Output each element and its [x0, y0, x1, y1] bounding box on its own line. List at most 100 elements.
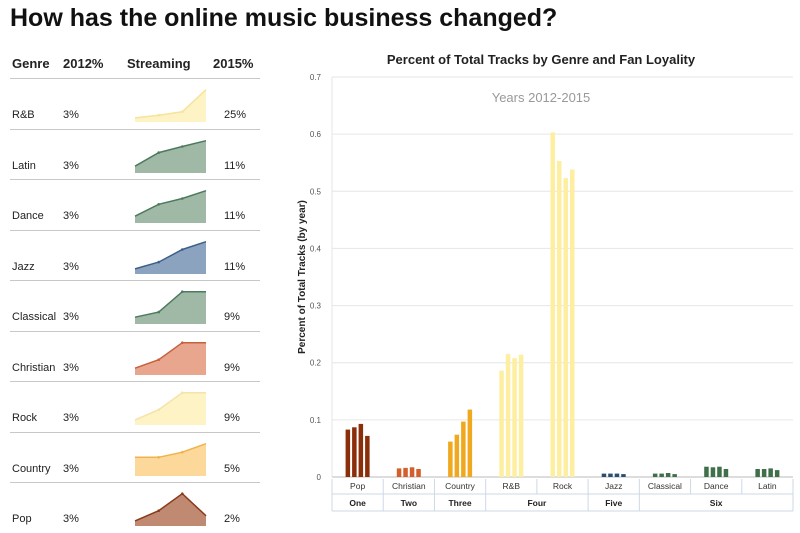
table-row: R&B 3% 25% [10, 78, 260, 129]
sparkline-area [135, 291, 206, 324]
y-tick-label: 0.2 [310, 359, 322, 368]
sparkline-point [181, 290, 184, 293]
y-tick-label: 0 [317, 473, 322, 482]
sparkline [135, 442, 207, 476]
y-tick-label: 0.3 [310, 302, 322, 311]
sparkline-line [134, 139, 207, 167]
genre-cell: Latin [12, 159, 36, 172]
group-label: Four [527, 498, 547, 508]
bar [755, 469, 760, 477]
pct-2015-cell: 9% [224, 412, 240, 424]
header-genre: Genre [12, 56, 50, 71]
pct-2015-cell: 9% [224, 311, 240, 323]
sparkline-area [135, 241, 206, 274]
header-2015: 2015% [213, 56, 254, 71]
bar [461, 421, 466, 477]
bar [614, 473, 620, 477]
bar [365, 435, 370, 477]
bar [416, 469, 421, 477]
table-row: Latin 3% 11% [10, 128, 260, 180]
x-tick-label: Classical [648, 481, 682, 491]
sparkline-point [157, 408, 160, 411]
bar [499, 370, 504, 477]
sparkline-line [134, 391, 206, 421]
sparkline-point [181, 391, 184, 394]
y-axis-label: Percent of Total Tracks (by year) [297, 200, 308, 354]
sparkline [134, 139, 207, 173]
pct-2012-cell: 3% [63, 311, 79, 323]
bar [403, 467, 408, 477]
sparkline [134, 391, 206, 425]
pct-2015-cell: 9% [224, 361, 240, 374]
y-tick-label: 0.6 [310, 130, 322, 139]
pct-2012-cell: 3% [63, 412, 79, 424]
y-tick-label: 0.5 [310, 187, 322, 196]
bar [550, 132, 555, 477]
genre-cell: Rock [12, 412, 38, 424]
bar [409, 467, 415, 477]
sparkline [134, 189, 207, 223]
x-tick-label: Jazz [605, 481, 622, 491]
bar [505, 354, 511, 477]
x-tick-label: R&B [503, 481, 521, 491]
chart-title: Percent of Total Tracks by Genre and Fan… [387, 52, 696, 67]
x-tick-label: Christian [392, 481, 426, 491]
bar [704, 466, 709, 477]
pct-2015-cell: 11% [224, 159, 246, 172]
bar [621, 474, 626, 477]
genre-cell: Pop [12, 513, 32, 525]
pct-2012-cell: 3% [63, 513, 79, 525]
bar [672, 474, 677, 477]
sparkline-line [134, 240, 207, 270]
sparkline-point [157, 509, 160, 512]
pct-2012-cell: 3% [63, 159, 79, 172]
table-row: Country 3% 5% [10, 431, 260, 483]
bar [601, 473, 607, 477]
chart: Percent of Total Tracks by Genre and Fan… [297, 52, 794, 512]
sparkline-line [134, 341, 206, 369]
bar [652, 473, 658, 477]
sparkline-area [135, 140, 206, 173]
table-row: Pop 3% 2% [10, 482, 260, 533]
sparkline-line [134, 189, 207, 217]
x-tick-label: Country [445, 481, 476, 491]
sparkline-point [157, 357, 160, 361]
bar [710, 467, 716, 477]
sparkline [134, 240, 207, 274]
table-row: Classical 3% 9% [10, 280, 260, 331]
pct-2015-cell: 11% [224, 260, 246, 273]
bar [467, 409, 473, 477]
group-label: One [349, 498, 366, 508]
genre-table: Genre 2012% Streaming 2015% R&B 3% 25% Lati… [10, 50, 260, 533]
bar [448, 441, 453, 477]
bar [518, 354, 524, 477]
bar [717, 466, 722, 477]
table-row: Jazz 3% 11% [10, 229, 260, 281]
sparkline-line [134, 492, 207, 522]
sparkline-area [135, 89, 206, 122]
group-label: Five [605, 498, 622, 508]
sparkline-point [181, 450, 184, 453]
page-title: How has the online music business change… [10, 4, 558, 32]
sparkline-line [134, 89, 207, 119]
x-tick-label: Latin [758, 481, 777, 491]
pct-2012-cell: 3% [63, 109, 79, 121]
sparkline-point [157, 455, 160, 459]
bar [761, 469, 767, 477]
sparkline-point [181, 144, 184, 148]
sparkline-point [157, 310, 160, 314]
bar [723, 469, 729, 477]
bar [454, 434, 460, 477]
pct-2015-cell: 11% [224, 210, 246, 222]
genre-cell: Country [12, 462, 51, 475]
table-row: Christian 3% 9% [10, 330, 260, 382]
sparkline-area [135, 392, 206, 425]
bar [563, 178, 568, 477]
pct-2012-cell: 3% [63, 462, 79, 475]
y-tick-label: 0.7 [310, 73, 322, 82]
bar [774, 470, 780, 477]
sparkline-point [181, 492, 184, 495]
sparkline-line [135, 442, 207, 458]
y-tick-label: 0.4 [310, 244, 322, 253]
bar [659, 473, 664, 477]
